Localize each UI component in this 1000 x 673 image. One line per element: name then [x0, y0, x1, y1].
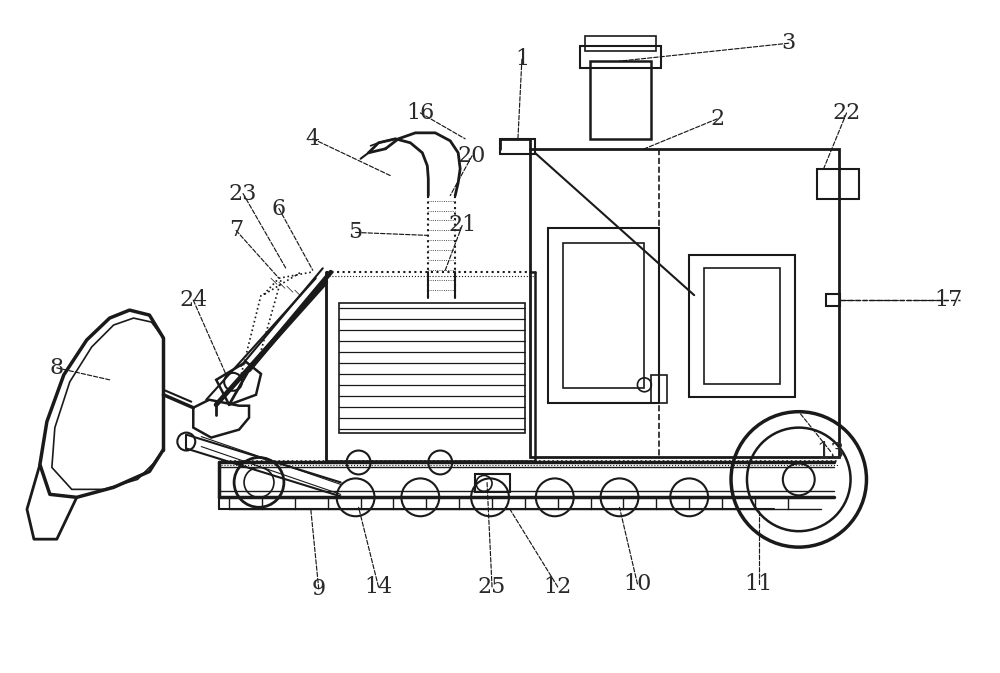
Text: 21: 21 [448, 215, 476, 236]
Bar [590, 61, 651, 139]
Text: 10: 10 [623, 573, 652, 595]
Text: 14: 14 [364, 576, 393, 598]
Bar [475, 474, 510, 493]
Text: 5: 5 [349, 221, 363, 244]
Text: 16: 16 [406, 102, 434, 124]
Bar [339, 303, 525, 433]
Text: 22: 22 [832, 102, 861, 124]
Text: 1: 1 [515, 48, 529, 70]
Bar [704, 269, 780, 384]
Bar [651, 375, 667, 402]
Text: 13: 13 [816, 441, 845, 462]
Bar [580, 46, 661, 68]
Text: 20: 20 [458, 145, 486, 167]
Text: 7: 7 [229, 219, 243, 242]
Bar [563, 244, 644, 388]
Text: 4: 4 [306, 128, 320, 150]
Text: 17: 17 [934, 289, 962, 311]
Bar [500, 139, 535, 153]
Bar [548, 228, 659, 402]
Text: 3: 3 [782, 32, 796, 55]
Text: 23: 23 [229, 182, 257, 205]
Bar [817, 169, 859, 199]
Text: 6: 6 [272, 198, 286, 219]
Text: 24: 24 [179, 289, 207, 311]
Text: 8: 8 [50, 357, 64, 379]
Text: 11: 11 [745, 573, 773, 595]
Text: 25: 25 [478, 576, 506, 598]
Text: 9: 9 [312, 578, 326, 600]
Text: 12: 12 [544, 576, 572, 598]
Bar [585, 36, 656, 51]
Bar [530, 149, 839, 458]
Text: 2: 2 [710, 108, 724, 130]
Bar [826, 294, 840, 306]
Bar [689, 255, 795, 397]
